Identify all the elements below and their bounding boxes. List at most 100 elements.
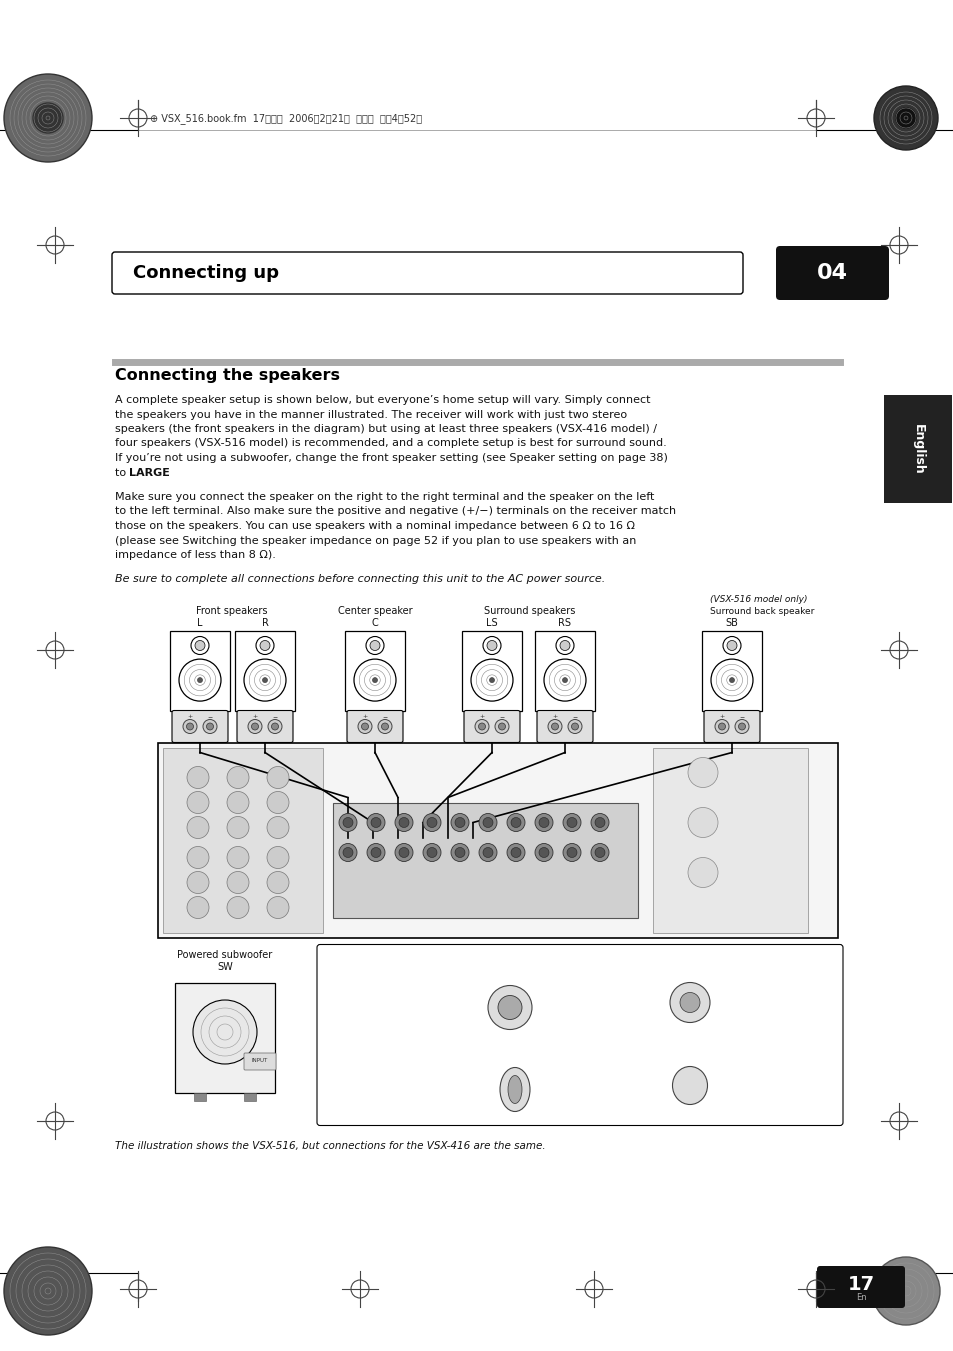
Text: A complete speaker setup is shown below, but everyone’s home setup will vary. Si: A complete speaker setup is shown below,… [115, 394, 650, 405]
Text: VSX-416 model: VSX-416 model [335, 955, 414, 966]
Circle shape [538, 847, 548, 858]
Circle shape [338, 843, 356, 862]
Text: Connecting up: Connecting up [132, 263, 278, 282]
Circle shape [244, 659, 286, 701]
Text: SB: SB [725, 619, 738, 628]
Circle shape [547, 720, 561, 734]
Circle shape [511, 847, 520, 858]
Circle shape [366, 636, 384, 654]
Text: +: + [187, 715, 193, 720]
FancyBboxPatch shape [316, 944, 842, 1125]
Bar [158, 743, 837, 938]
Circle shape [227, 847, 249, 869]
Ellipse shape [672, 1066, 707, 1105]
Circle shape [722, 636, 740, 654]
Circle shape [187, 766, 209, 789]
Circle shape [478, 813, 497, 831]
Circle shape [710, 659, 752, 701]
Text: LS: LS [486, 619, 497, 628]
Text: −: − [572, 715, 577, 720]
Circle shape [590, 843, 608, 862]
Circle shape [187, 847, 209, 869]
Circle shape [511, 817, 520, 828]
Text: 1: 1 [355, 973, 364, 986]
FancyBboxPatch shape [244, 1052, 275, 1070]
Text: 1: 1 [355, 1058, 364, 1071]
Text: VSX-516 model: VSX-516 model [335, 1039, 414, 1050]
Circle shape [187, 871, 209, 893]
Circle shape [252, 723, 258, 730]
Text: C: C [372, 619, 378, 628]
Circle shape [559, 640, 569, 650]
Text: Connecting the speakers: Connecting the speakers [115, 367, 339, 382]
Circle shape [590, 813, 608, 831]
Circle shape [354, 659, 395, 701]
Text: +: + [362, 715, 367, 720]
Bar [193, 1093, 206, 1101]
FancyBboxPatch shape [775, 246, 888, 300]
Circle shape [451, 843, 469, 862]
Circle shape [186, 723, 193, 730]
Text: +: + [253, 715, 257, 720]
Text: 3: 3 [679, 1058, 689, 1071]
Circle shape [729, 678, 734, 682]
Circle shape [551, 723, 558, 730]
Circle shape [687, 758, 718, 788]
Bar [701, 631, 761, 711]
Circle shape [179, 659, 221, 701]
Circle shape [395, 843, 413, 862]
Circle shape [197, 678, 202, 682]
Circle shape [267, 816, 289, 839]
Circle shape [895, 108, 915, 128]
Circle shape [543, 659, 585, 701]
FancyBboxPatch shape [236, 711, 293, 743]
Circle shape [482, 847, 493, 858]
Circle shape [187, 897, 209, 919]
Circle shape [4, 74, 91, 162]
Circle shape [267, 871, 289, 893]
Circle shape [227, 766, 249, 789]
Bar [234, 631, 294, 711]
Circle shape [734, 720, 748, 734]
Circle shape [203, 720, 216, 734]
Circle shape [343, 817, 353, 828]
Bar [174, 982, 274, 1093]
Text: LARGE: LARGE [129, 467, 170, 477]
Circle shape [562, 843, 580, 862]
Circle shape [687, 858, 718, 888]
Bar [652, 747, 807, 932]
Circle shape [562, 813, 580, 831]
Circle shape [267, 792, 289, 813]
Text: −: − [382, 715, 387, 720]
FancyBboxPatch shape [816, 1266, 904, 1308]
Circle shape [506, 813, 524, 831]
Text: Make sure you connect the speaker on the right to the right terminal and the spe: Make sure you connect the speaker on the… [115, 492, 654, 503]
Circle shape [595, 817, 604, 828]
Text: −: − [207, 715, 213, 720]
Circle shape [267, 766, 289, 789]
Text: −: − [739, 715, 744, 720]
Circle shape [268, 720, 282, 734]
Text: Be sure to complete all connections before connecting this unit to the AC power : Be sure to complete all connections befo… [115, 574, 604, 585]
Text: If you’re not using a subwoofer, change the front speaker setting (see Speaker s: If you’re not using a subwoofer, change … [115, 453, 667, 463]
Circle shape [498, 723, 505, 730]
Circle shape [227, 897, 249, 919]
Text: English: English [910, 424, 923, 474]
Text: −: − [498, 715, 504, 720]
Text: Center speaker: Center speaker [337, 607, 412, 616]
Bar [333, 802, 638, 917]
Circle shape [455, 847, 464, 858]
Text: the speakers you have in the manner illustrated. The receiver will work with jus: the speakers you have in the manner illu… [115, 409, 626, 420]
Circle shape [227, 816, 249, 839]
Text: to: to [115, 467, 130, 477]
Ellipse shape [499, 1067, 530, 1112]
Text: RS: RS [558, 619, 571, 628]
Text: Surround speakers: Surround speakers [484, 607, 575, 616]
Text: +: + [552, 715, 558, 720]
Circle shape [471, 659, 513, 701]
Circle shape [535, 813, 553, 831]
Circle shape [248, 720, 262, 734]
Circle shape [194, 640, 205, 650]
Text: L: L [197, 619, 203, 628]
Circle shape [451, 813, 469, 831]
